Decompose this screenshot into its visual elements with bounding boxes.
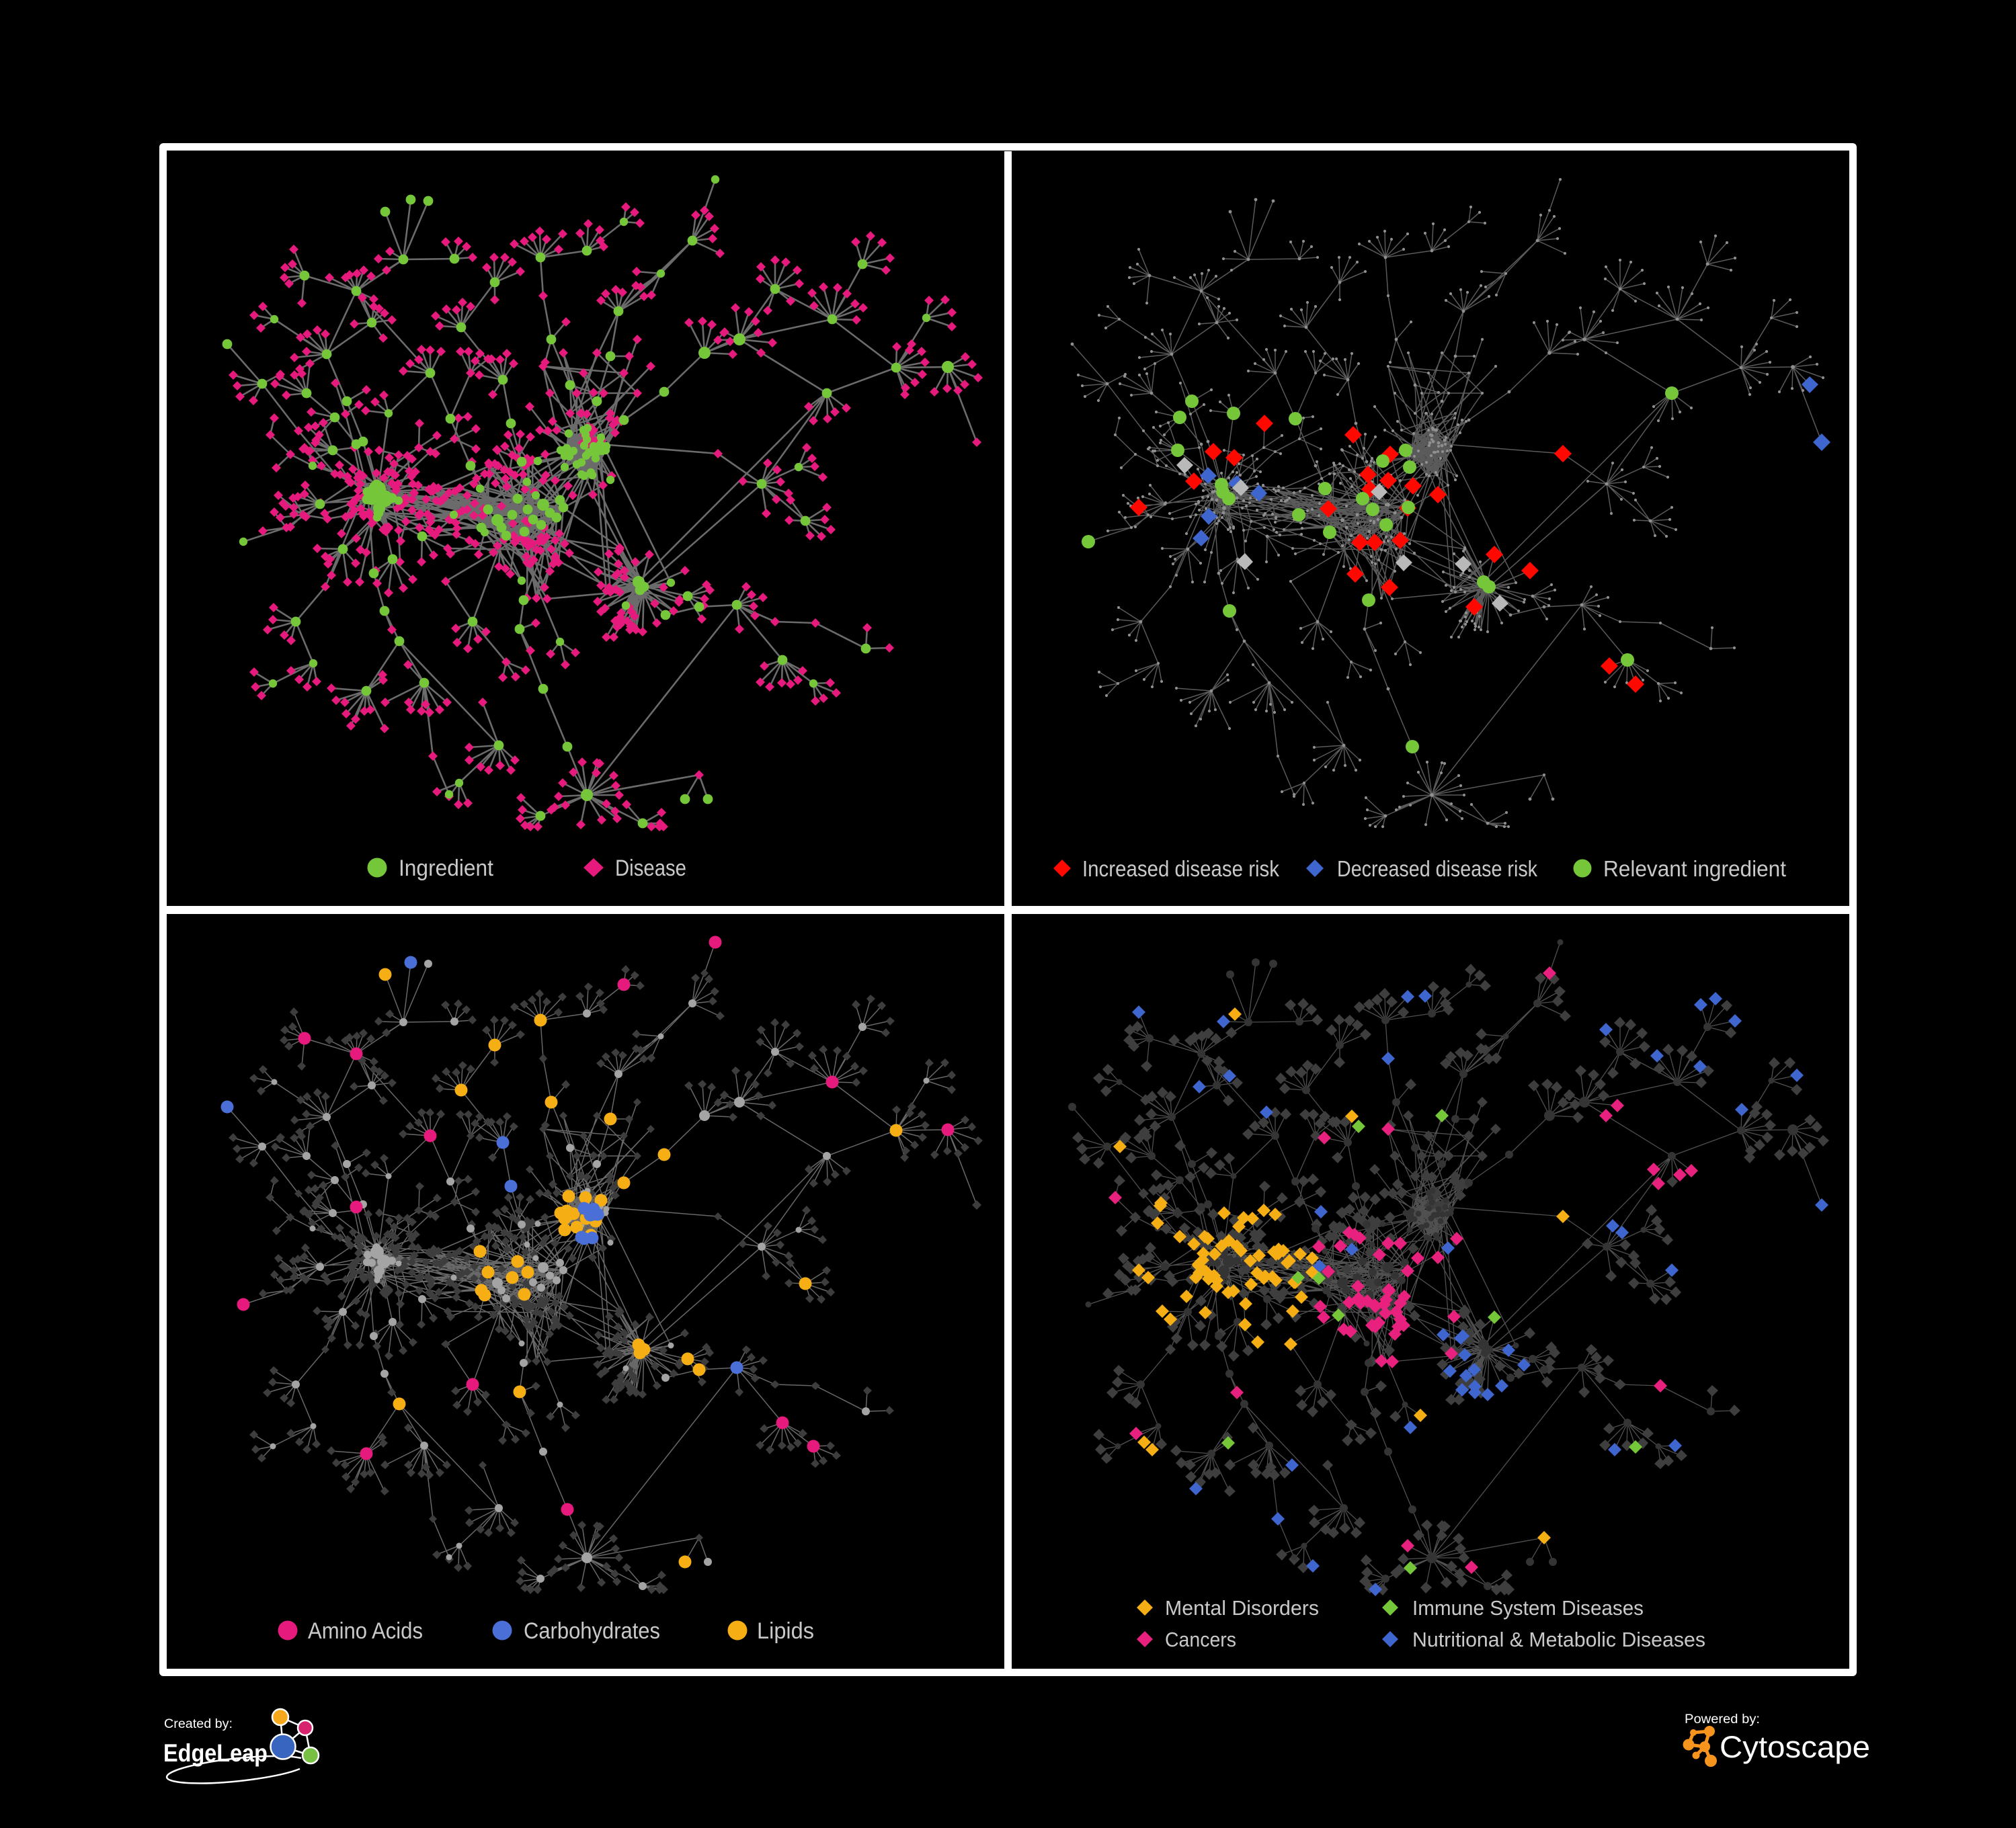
svg-text:Relevant ingredient: Relevant ingredient xyxy=(1603,856,1786,881)
svg-text:Lipids: Lipids xyxy=(757,1618,814,1644)
svg-text:Amino Acids: Amino Acids xyxy=(308,1618,423,1644)
svg-text:Created by:: Created by: xyxy=(164,1716,233,1731)
svg-text:Carbohydrates: Carbohydrates xyxy=(524,1618,660,1644)
svg-text:Increased disease risk: Increased disease risk xyxy=(1082,856,1279,881)
svg-text:Cytoscape: Cytoscape xyxy=(1720,1730,1870,1764)
svg-text:Cancers: Cancers xyxy=(1165,1628,1236,1651)
svg-text:Decreased disease risk: Decreased disease risk xyxy=(1337,856,1537,881)
svg-text:EdgeLeap: EdgeLeap xyxy=(163,1739,268,1767)
svg-text:Powered by:: Powered by: xyxy=(1685,1712,1760,1727)
svg-text:Immune System Diseases: Immune System Diseases xyxy=(1412,1596,1644,1620)
svg-text:Mental Disorders: Mental Disorders xyxy=(1165,1596,1319,1620)
svg-text:Nutritional & Metabolic Diseas: Nutritional & Metabolic Diseases xyxy=(1412,1628,1705,1651)
svg-text:Disease: Disease xyxy=(615,856,686,881)
svg-text:Ingredient: Ingredient xyxy=(399,856,494,881)
